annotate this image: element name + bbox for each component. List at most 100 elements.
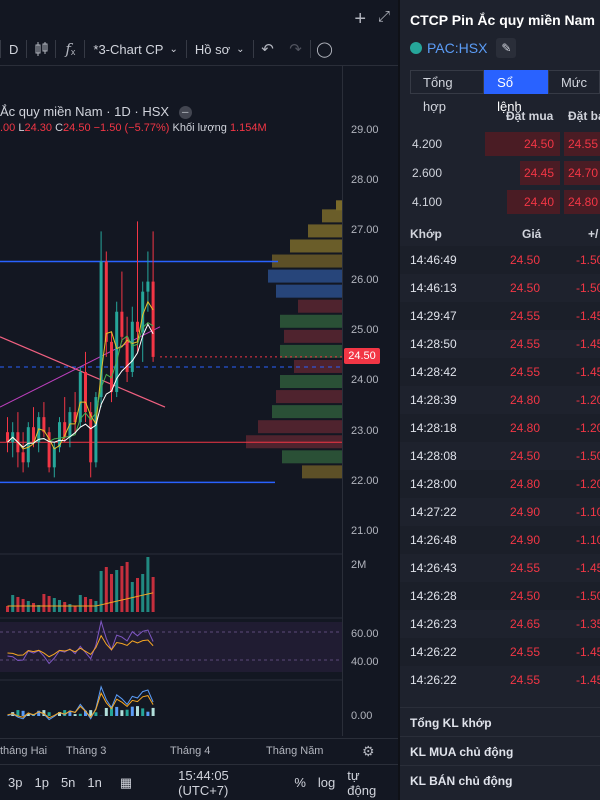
- range-5n[interactable]: 5n: [60, 775, 76, 790]
- macd-histogram-bar: [136, 706, 139, 716]
- expand-icon[interactable]: ⤢: [377, 8, 390, 25]
- divider: [26, 40, 28, 58]
- bid-price: 24.40: [524, 195, 555, 209]
- trade-price: 24.50: [510, 589, 541, 603]
- volume-bar: [110, 574, 113, 612]
- time-axis[interactable]: tháng Hai Tháng 3 Tháng 4 Tháng Năm ⚙: [0, 738, 398, 764]
- candle-body: [89, 412, 93, 463]
- volume-profile-bar: [336, 200, 342, 211]
- layout-dropdown[interactable]: *3-Chart CP ⌄: [85, 36, 185, 62]
- volume-profile-bar: [258, 420, 342, 434]
- symbol-link[interactable]: PAC:HSX: [427, 40, 488, 56]
- volume-bar: [52, 598, 56, 612]
- volume-profile-bar: [280, 375, 342, 389]
- trade-time: 14:46:49: [410, 253, 457, 267]
- log-toggle[interactable]: log: [317, 775, 336, 790]
- trade-change: -1.50: [576, 449, 600, 463]
- clock-icon[interactable]: ◯: [316, 41, 333, 58]
- percent-toggle[interactable]: %: [294, 775, 306, 790]
- volume-bar: [130, 582, 134, 612]
- trade-row: 14:26:22 24.55 -1.45: [400, 666, 600, 694]
- range-1n[interactable]: 1n: [87, 775, 102, 790]
- price-tick: 22.00: [351, 475, 379, 487]
- trade-row: 14:26:48 24.90 -1.10: [400, 526, 600, 554]
- trade-row: 14:28:50 24.55 -1.45: [400, 330, 600, 358]
- orderbook-row[interactable]: 2.600 24.45 24.70: [400, 159, 600, 187]
- orderbook-header: Đặt mua Đặt ba: [400, 106, 600, 126]
- eye-icon[interactable]: ─: [178, 106, 192, 120]
- volume-bar: [136, 578, 139, 612]
- macd-tick: 0.00: [351, 710, 373, 722]
- divider: [185, 40, 187, 58]
- candle-body: [104, 261, 108, 342]
- trade-time: 14:28:08: [410, 449, 457, 463]
- trade-change: -1.35: [576, 617, 600, 631]
- macd-histogram-bar: [58, 712, 61, 716]
- trade-price: 24.90: [510, 533, 541, 547]
- volume-profile-bar: [284, 329, 342, 343]
- volume-profile-bar: [290, 239, 342, 253]
- trade-price: 24.55: [510, 645, 541, 659]
- low-value: 24.30: [24, 122, 53, 134]
- tab-tong-hop[interactable]: Tổng hợp: [410, 70, 485, 114]
- side-tabs: Tổng hợp Sổ lệnh Mức: [410, 70, 600, 114]
- plus-icon[interactable]: +: [354, 8, 366, 30]
- trade-change: -1.45: [576, 561, 600, 575]
- profile-dropdown[interactable]: Hồ sơ ⌄: [187, 36, 253, 62]
- orderbook-row[interactable]: 4.100 24.40 24.80: [400, 188, 600, 216]
- summary-sell: KL BÁN chủ động: [400, 765, 600, 793]
- trade-change: -1.10: [576, 533, 600, 547]
- time-header: Khớp: [410, 227, 442, 241]
- candle-body: [58, 422, 61, 448]
- macd-histogram-bar: [130, 706, 134, 716]
- calendar-icon[interactable]: ▦: [119, 774, 133, 790]
- divider: [0, 40, 1, 58]
- interval-button[interactable]: D: [9, 41, 19, 57]
- trade-row: 14:26:22 24.55 -1.45: [400, 638, 600, 666]
- volume-bar: [120, 566, 124, 612]
- trade-price: 24.55: [510, 561, 541, 575]
- price-tick: 28.00: [351, 174, 379, 186]
- tab-so-lenh[interactable]: Sổ lệnh: [484, 70, 548, 114]
- pencil-icon[interactable]: ✎: [496, 38, 517, 58]
- trade-time: 14:26:23: [410, 617, 457, 631]
- range-3p[interactable]: 3p: [8, 775, 23, 790]
- macd-histogram-bar: [141, 708, 145, 716]
- trades-list[interactable]: 14:46:4924.50-1.5014:46:1324.50-1.5014:2…: [400, 246, 600, 700]
- undo-icon[interactable]: ↶: [261, 41, 274, 58]
- ask-price: 24.80: [568, 195, 599, 209]
- range-1p[interactable]: 1p: [34, 775, 49, 790]
- candle-body: [32, 427, 35, 443]
- macd-signal-line: [7, 691, 154, 719]
- trade-price: 24.80: [510, 421, 541, 435]
- moving-average-line: [7, 323, 154, 448]
- price-tick: 21.00: [351, 525, 379, 537]
- price-chart[interactable]: [0, 66, 342, 738]
- macd-histogram-bar: [73, 714, 77, 716]
- volume-bar: [63, 602, 67, 612]
- macd-histogram-bar: [89, 710, 93, 716]
- volume-profile-bar: [272, 405, 342, 419]
- candle-body: [99, 261, 103, 398]
- tab-muc[interactable]: Mức: [547, 70, 600, 94]
- clock-readout[interactable]: 15:44:05 (UTC+7): [178, 767, 229, 798]
- volume-profile-bar: [276, 390, 342, 404]
- trade-change: -1.50: [576, 589, 600, 603]
- candle-style-icon[interactable]: [27, 36, 55, 62]
- price-tick: 25.00: [351, 324, 379, 336]
- gear-icon[interactable]: ⚙: [362, 743, 375, 759]
- volume-profile-bar: [302, 465, 342, 479]
- time-tick: tháng Hai: [0, 745, 48, 757]
- trend-line: [0, 336, 166, 408]
- price-axis[interactable]: 29.00 28.00 27.00 26.00 25.00 24.00 23.0…: [342, 66, 398, 736]
- redo-icon[interactable]: ↷: [289, 41, 302, 58]
- macd-histogram-bar: [84, 710, 87, 716]
- auto-toggle[interactable]: tự động: [347, 767, 377, 798]
- orderbook-row[interactable]: 4.200 24.50 24.55: [400, 130, 600, 158]
- time-tick: Tháng Năm: [266, 745, 324, 757]
